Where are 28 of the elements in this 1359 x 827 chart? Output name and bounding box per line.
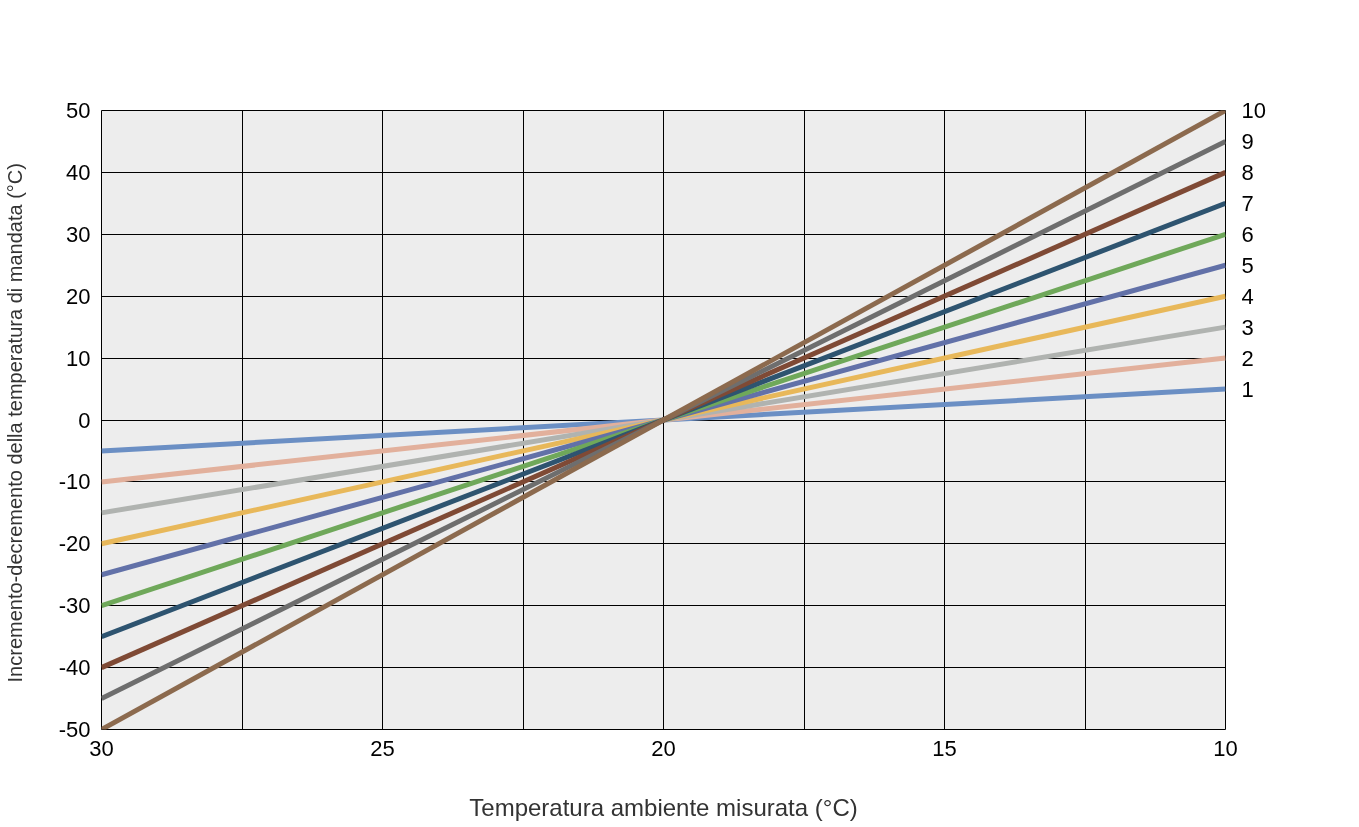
series-label: 8 (1241, 159, 1254, 185)
x-tick-label: 20 (651, 735, 676, 761)
series-label: 1 (1241, 376, 1254, 402)
series-label: 10 (1241, 98, 1266, 123)
series-label: 2 (1241, 345, 1254, 371)
series-label: 6 (1241, 221, 1254, 247)
y-tick-label: 30 (66, 221, 91, 247)
series-label: 7 (1241, 190, 1254, 216)
x-tick-label: 30 (89, 735, 114, 761)
y-tick-label: 10 (66, 345, 91, 371)
y-tick-label: -30 (58, 593, 91, 619)
y-tick-label: 50 (66, 98, 91, 123)
y-tick-label: -20 (58, 531, 91, 557)
y-tick-label: 0 (78, 407, 91, 433)
y-axis-title: Incremento-decremento della temperatura di mandata (°C) (3, 163, 26, 683)
y-tick-label: -40 (58, 655, 91, 681)
series-label: 4 (1241, 283, 1254, 309)
x-tick-label: 25 (370, 735, 395, 761)
y-tick-label: 20 (66, 283, 91, 309)
x-axis-title: Temperatura ambiente misurata (°C) (469, 793, 858, 821)
series-label: 3 (1241, 314, 1254, 340)
series-label: 5 (1241, 252, 1254, 278)
x-tick-label: 15 (932, 735, 957, 761)
series-label: 9 (1241, 128, 1254, 154)
y-tick-label: -10 (58, 469, 91, 495)
y-tick-label: -50 (58, 717, 91, 742)
y-tick-label: 40 (66, 159, 91, 185)
x-tick-label: 10 (1213, 735, 1238, 761)
